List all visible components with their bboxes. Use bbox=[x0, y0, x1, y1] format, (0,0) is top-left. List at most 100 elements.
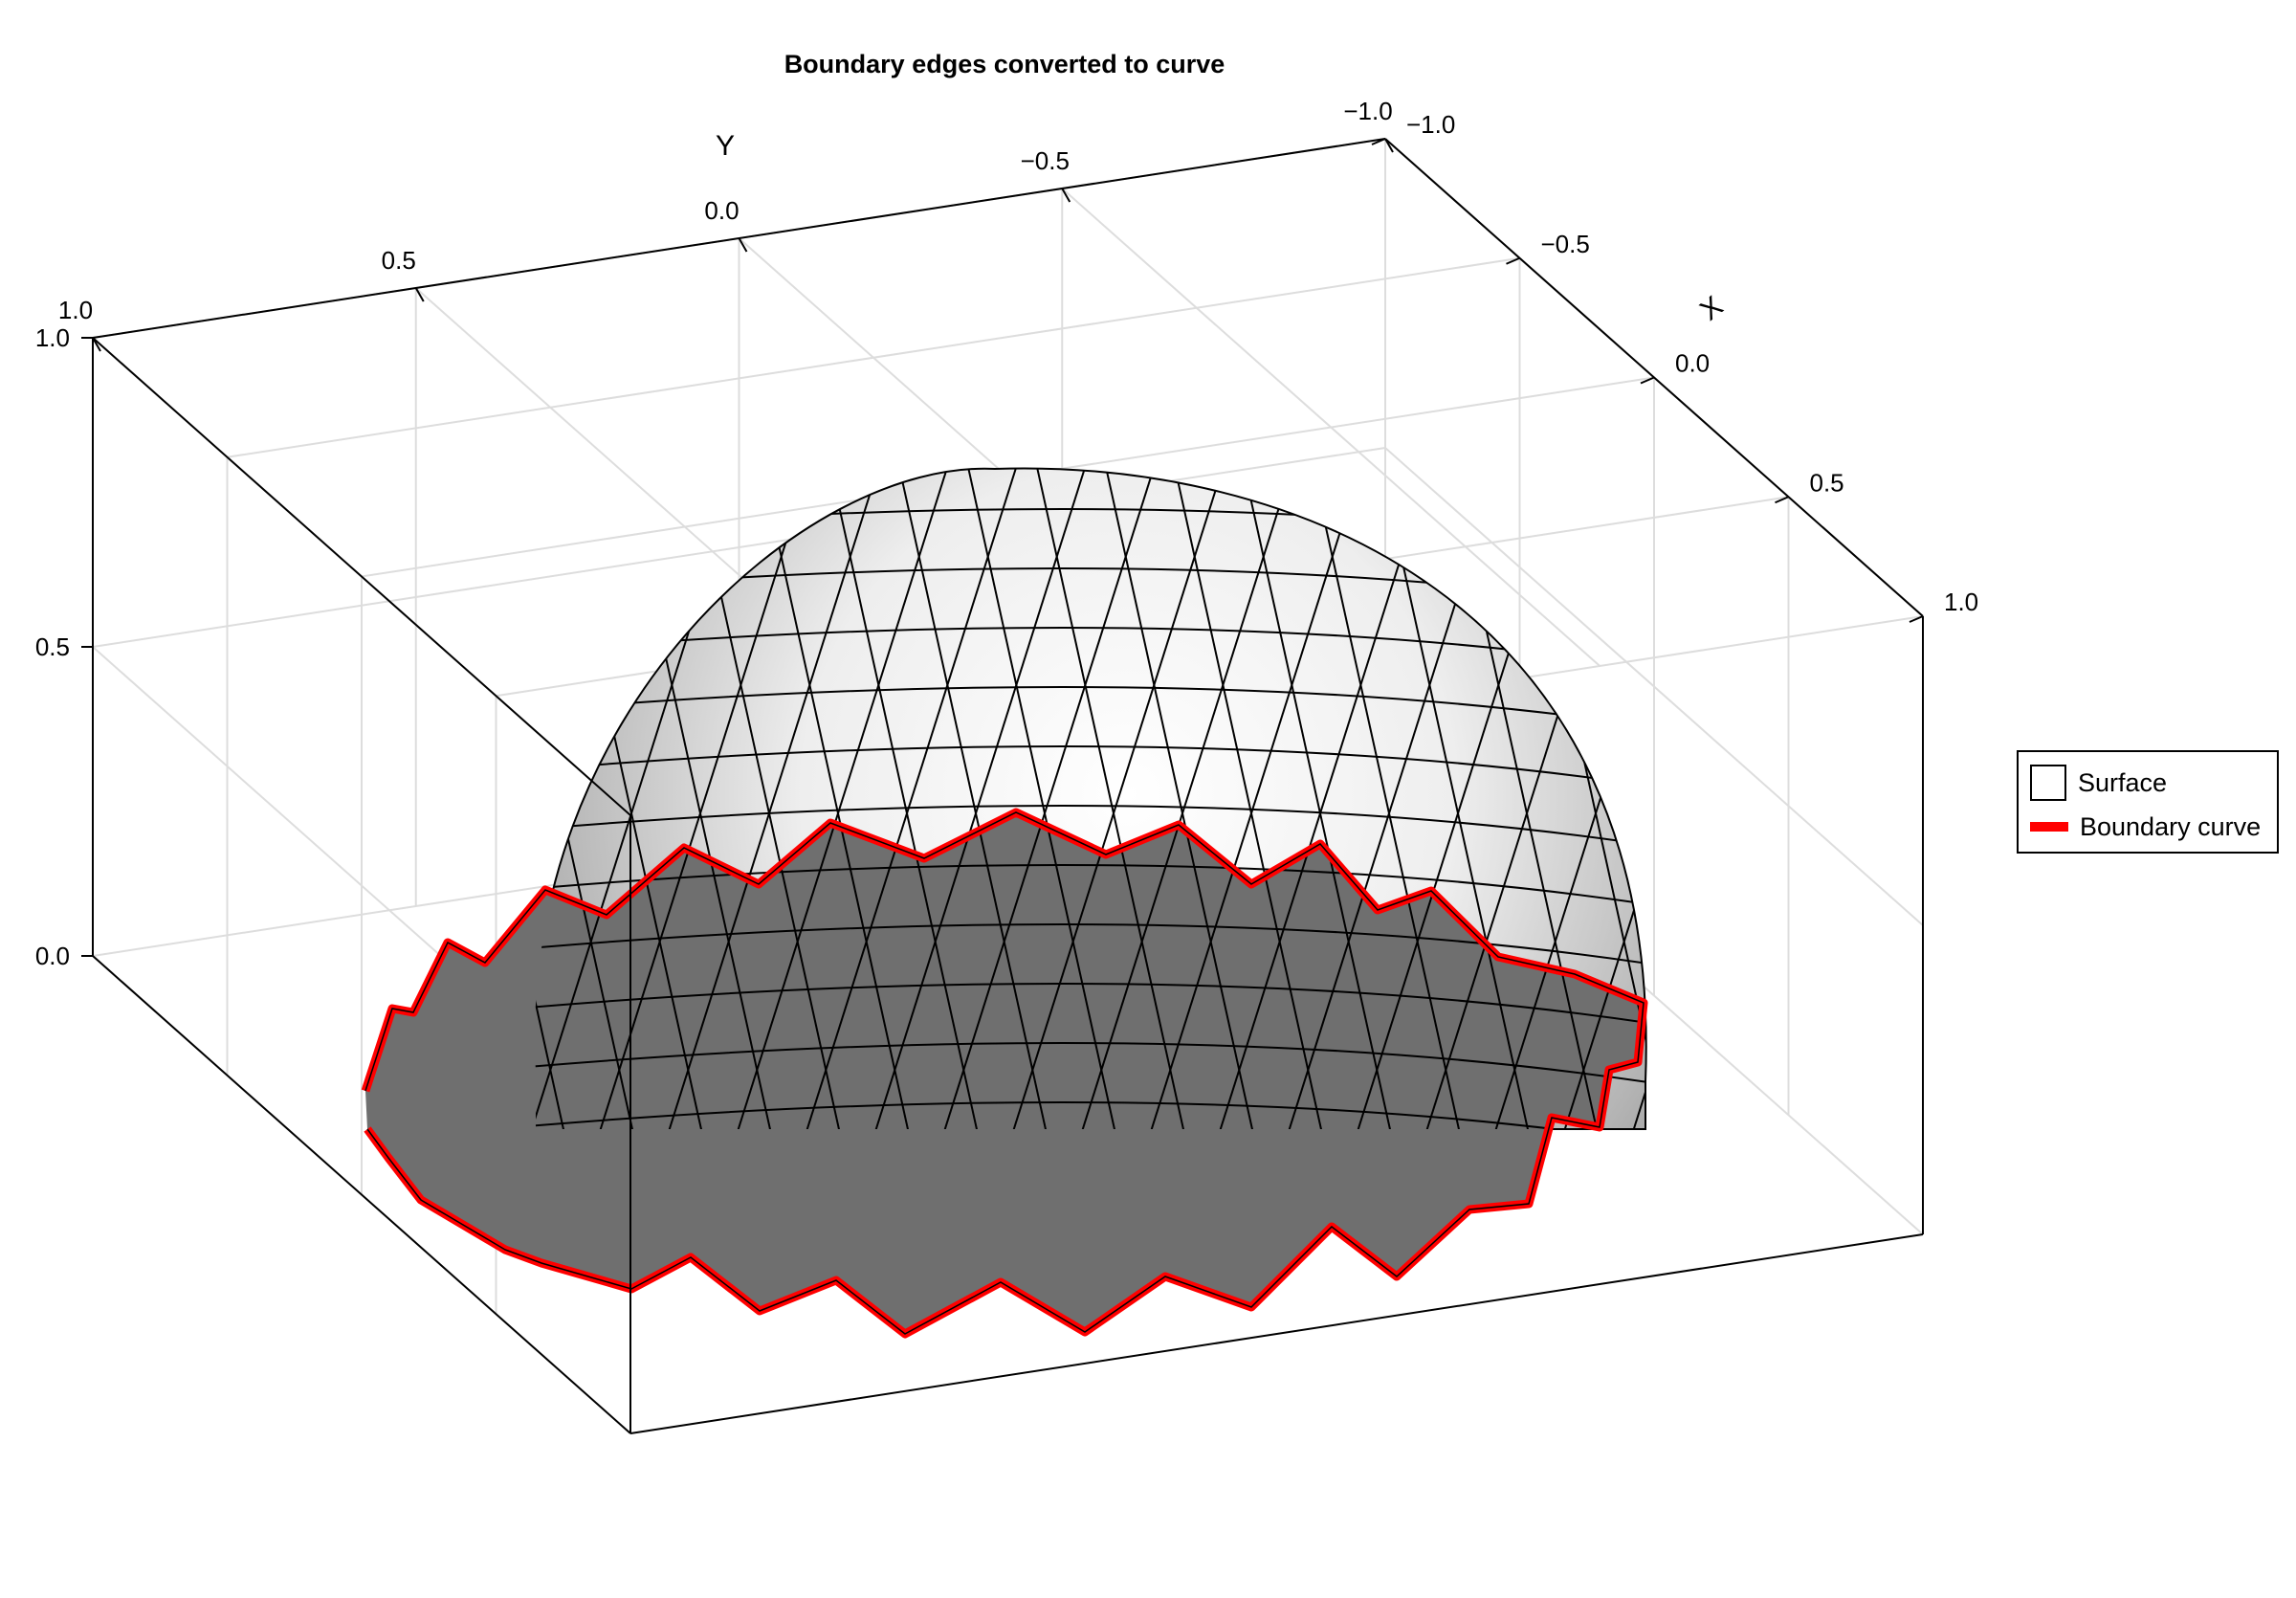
mesh-edge bbox=[1791, 450, 1992, 1359]
legend-item-surface: Surface bbox=[2019, 762, 2167, 804]
axis-frame-line bbox=[92, 955, 631, 1434]
mesh-edge bbox=[0, 450, 126, 1359]
z-tick-label: 0.0 bbox=[35, 942, 70, 970]
mesh-edge bbox=[535, 923, 1646, 973]
mesh-edge bbox=[1170, 468, 1373, 1129]
mesh-edge bbox=[734, 468, 1023, 1129]
axis-frame-line bbox=[92, 337, 631, 816]
axis-frame-line bbox=[629, 1233, 1924, 1434]
mesh-edge bbox=[0, 450, 63, 1359]
boundary-curve-edge bbox=[364, 811, 1645, 1335]
mesh-edge bbox=[2112, 450, 2296, 1359]
mesh-edge bbox=[1147, 468, 1436, 1129]
mesh-edge bbox=[115, 450, 402, 1359]
mesh-edge bbox=[535, 468, 816, 1129]
mesh-edge bbox=[872, 468, 1160, 1129]
mesh-edge bbox=[1629, 468, 1646, 1129]
y-tick-mark bbox=[1061, 188, 1071, 203]
mesh-edge bbox=[803, 468, 1092, 1129]
x-tick-mark bbox=[1506, 256, 1520, 265]
mesh-edge bbox=[757, 468, 960, 1129]
y-tick-label: 0.0 bbox=[704, 196, 739, 225]
z-tick-label: 0.5 bbox=[35, 633, 70, 661]
mesh-edge bbox=[1078, 468, 1367, 1129]
mesh-edge bbox=[0, 450, 201, 1359]
mesh-edge bbox=[1906, 450, 2193, 1359]
y-tick-mark bbox=[414, 287, 425, 302]
mesh-edge bbox=[1653, 450, 1854, 1359]
mesh-edge bbox=[1722, 450, 1923, 1359]
surface-swatch-icon bbox=[2030, 765, 2066, 801]
mesh-edge bbox=[46, 450, 333, 1359]
mesh-edge bbox=[535, 1042, 1646, 1092]
legend-label-boundary: Boundary curve bbox=[2080, 811, 2262, 841]
x-tick-mark bbox=[1640, 376, 1655, 385]
legend-label-surface: Surface bbox=[2078, 767, 2168, 797]
mesh-edge bbox=[2043, 450, 2296, 1359]
mesh-edge bbox=[1101, 468, 1304, 1129]
legend: Surface Boundary curve bbox=[2017, 750, 2279, 854]
mesh-edge bbox=[535, 1101, 1646, 1129]
y-tick-label: 1.0 bbox=[58, 296, 93, 324]
x-axis-label: X bbox=[1694, 290, 1729, 326]
mesh-edge bbox=[0, 450, 132, 1359]
x-tick-mark bbox=[1775, 496, 1789, 504]
y-tick-mark bbox=[1384, 138, 1394, 153]
y-tick-mark bbox=[92, 337, 101, 352]
mesh-edge bbox=[940, 468, 1229, 1129]
mesh-edge bbox=[1308, 468, 1511, 1129]
x-tick-label: 0.5 bbox=[1810, 468, 1844, 497]
mesh-edge bbox=[535, 983, 1646, 1032]
mesh-edge bbox=[138, 450, 339, 1359]
mesh-edge bbox=[207, 450, 408, 1359]
y-axis-label: Y bbox=[716, 130, 735, 162]
mesh-edge bbox=[535, 686, 1646, 736]
mesh-edge bbox=[0, 450, 264, 1359]
mesh-edge bbox=[1768, 450, 2055, 1359]
z-tick-label: 1.0 bbox=[35, 323, 70, 352]
mesh-edge bbox=[1929, 450, 2130, 1359]
mesh-edge bbox=[1975, 450, 2262, 1359]
axis-ticks: 1.00.50.0−0.5−1.0 −1.0−0.50.00.51.01.00.5… bbox=[35, 97, 1978, 970]
y-tick-label: −1.0 bbox=[1343, 97, 1392, 125]
legend-item-boundary: Boundary curve bbox=[2019, 806, 2261, 848]
mesh-edge bbox=[665, 468, 954, 1129]
x-tick-label: −0.5 bbox=[1541, 230, 1590, 258]
mesh-edge bbox=[276, 450, 476, 1359]
x-tick-mark bbox=[1371, 138, 1386, 145]
mesh-edge bbox=[826, 468, 1028, 1129]
mesh-edge bbox=[0, 450, 57, 1359]
gridline bbox=[1384, 447, 1924, 926]
x-tick-label: 1.0 bbox=[1944, 588, 1978, 616]
boundary-swatch-icon bbox=[2030, 822, 2068, 832]
mesh-edge bbox=[894, 468, 1097, 1129]
boundary-curve bbox=[361, 808, 1648, 1339]
mesh-edge bbox=[1239, 468, 1442, 1129]
surface-dark bbox=[365, 812, 1644, 1334]
x-tick-label: 0.0 bbox=[1675, 349, 1710, 378]
x-tick-label: −1.0 bbox=[1406, 110, 1455, 139]
mesh-edge bbox=[1032, 468, 1235, 1129]
mesh-edge bbox=[69, 450, 270, 1359]
surface-mesh bbox=[0, 450, 2296, 1447]
mesh-edge bbox=[535, 805, 1646, 854]
mesh-edge bbox=[596, 468, 885, 1129]
mesh-edge bbox=[1377, 468, 1579, 1129]
x-tick-mark bbox=[1909, 615, 1924, 623]
mesh-edge bbox=[0, 450, 195, 1359]
mesh-edge bbox=[535, 745, 1646, 795]
mesh-edge bbox=[1998, 450, 2198, 1359]
y-tick-label: 0.5 bbox=[382, 246, 416, 275]
mesh-edge bbox=[1699, 450, 1986, 1359]
mesh-edge bbox=[287, 1340, 1703, 1387]
mesh-edge bbox=[535, 864, 1646, 914]
y-tick-label: −0.5 bbox=[1021, 146, 1070, 175]
y-tick-mark bbox=[738, 237, 748, 253]
mesh-edge bbox=[1009, 468, 1298, 1129]
mesh-edge bbox=[287, 1399, 1703, 1447]
mesh-edge bbox=[1423, 468, 1646, 1129]
mesh-edge bbox=[963, 468, 1166, 1129]
chart-title: Boundary edges converted to curve bbox=[784, 50, 1225, 78]
